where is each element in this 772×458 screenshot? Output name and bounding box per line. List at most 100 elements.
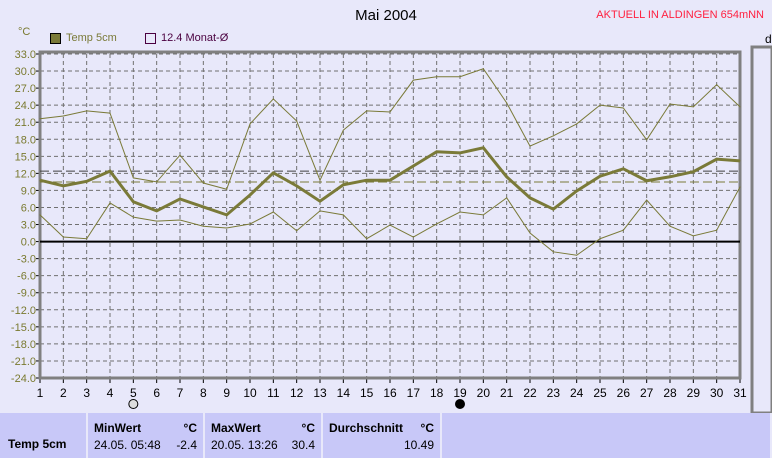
x-tick-label: 25: [593, 386, 607, 400]
chart-title: Mai 2004: [355, 7, 417, 24]
data-point-min: [599, 238, 601, 240]
x-tick-label: 4: [107, 386, 114, 400]
data-point-mean: [342, 184, 344, 186]
min-cell: MinWert °C 24.05. 05:48 -2.4: [88, 413, 205, 458]
data-point-min: [86, 238, 88, 240]
data-point-min: [202, 225, 204, 227]
data-point-min: [39, 214, 41, 216]
data-point-mean: [132, 201, 134, 203]
data-point-mean: [529, 197, 531, 199]
x-tick-label: 7: [177, 386, 184, 400]
x-tick-label: 28: [663, 386, 677, 400]
y-tick-label: -24.0: [11, 373, 36, 385]
y-tick-label: 21.0: [15, 117, 36, 129]
data-point-max: [319, 179, 321, 181]
y-tick-label: 18.0: [15, 134, 36, 146]
data-point-max: [506, 102, 508, 104]
x-tick-label: 27: [640, 386, 654, 400]
max-unit: °C: [301, 421, 315, 435]
data-point-mean: [482, 147, 484, 149]
x-tick-label: 18: [430, 386, 444, 400]
data-point-max: [86, 110, 88, 112]
y-tick-label: 12.0: [15, 168, 36, 180]
x-tick-label: 24: [570, 386, 584, 400]
x-tick-label: 16: [383, 386, 397, 400]
x-tick-label: 21: [500, 386, 514, 400]
data-point-mean: [459, 152, 461, 154]
data-point-mean: [599, 175, 601, 177]
x-tick-label: 23: [547, 386, 561, 400]
y-tick-label: -9.0: [17, 288, 36, 300]
data-point-mean: [272, 172, 274, 174]
data-point-mean: [226, 214, 228, 216]
data-point-min: [739, 186, 741, 188]
data-point-max: [692, 106, 694, 108]
x-tick-label: 31: [733, 386, 747, 400]
data-point-min: [552, 251, 554, 253]
data-point-min: [482, 214, 484, 216]
data-point-mean: [389, 179, 391, 181]
x-tick-label: 13: [313, 386, 327, 400]
data-point-mean: [319, 200, 321, 202]
data-point-min: [319, 210, 321, 212]
row-label-cell: Temp 5cm: [0, 413, 88, 458]
data-point-max: [132, 177, 134, 179]
data-point-min: [109, 202, 111, 204]
x-tick-label: 14: [337, 386, 351, 400]
data-point-min: [622, 229, 624, 231]
data-point-min: [412, 236, 414, 238]
data-point-max: [156, 181, 158, 183]
x-tick-label: 29: [687, 386, 701, 400]
full-moon-icon: [128, 399, 139, 409]
data-point-mean: [249, 194, 251, 196]
data-point-max: [436, 76, 438, 78]
x-tick-label: 22: [523, 386, 537, 400]
data-point-mean: [296, 185, 298, 187]
legend-label: Temp 5cm: [66, 32, 117, 44]
data-point-min: [646, 199, 648, 201]
legend-label: 12.4 Monat-Ø: [161, 32, 229, 44]
legend-item-month-avg: 12.4 Monat-Ø: [145, 32, 228, 44]
data-point-min: [576, 254, 578, 256]
x-tick-label: 1: [37, 386, 44, 400]
y-tick-label: 24.0: [15, 100, 36, 112]
y-tick-label: 6.0: [21, 202, 36, 214]
data-point-max: [646, 139, 648, 141]
x-tick-label: 8: [200, 386, 207, 400]
x-tick-label: 3: [83, 386, 90, 400]
data-point-max: [202, 182, 204, 184]
data-point-max: [249, 123, 251, 125]
y-tick-label: 9.0: [21, 185, 36, 197]
y-tick-label: 30.0: [15, 66, 36, 78]
data-point-max: [62, 115, 64, 117]
x-tick-label: 2: [60, 386, 67, 400]
avg-unit: °C: [420, 421, 434, 435]
data-point-max: [272, 98, 274, 100]
data-point-mean: [506, 176, 508, 178]
avg-value: 10.49: [403, 438, 434, 452]
data-point-max: [366, 110, 368, 112]
data-point-mean: [39, 179, 41, 181]
data-point-max: [109, 112, 111, 114]
y-tick-label: 15.0: [15, 151, 36, 163]
x-tick-label: 26: [617, 386, 631, 400]
data-point-max: [622, 107, 624, 109]
data-point-mean: [412, 165, 414, 167]
min-value: -2.4: [176, 438, 197, 452]
data-point-min: [692, 235, 694, 237]
max-cell: MaxWert °C 20.05. 13:26 30.4: [205, 413, 323, 458]
data-point-mean: [552, 208, 554, 210]
data-point-max: [716, 84, 718, 86]
data-point-min: [459, 211, 461, 213]
data-point-max: [576, 123, 578, 125]
x-tick-label: 17: [407, 386, 421, 400]
legend-swatch: [50, 32, 61, 44]
data-point-min: [342, 214, 344, 216]
data-point-max: [226, 188, 228, 190]
y-tick-label: 33.0: [15, 49, 36, 61]
right-panel-frame: [750, 45, 772, 413]
min-header: MinWert: [94, 421, 142, 435]
row-label: Temp 5cm: [8, 437, 67, 451]
x-tick-label: 10: [243, 386, 257, 400]
data-point-min: [716, 229, 718, 231]
